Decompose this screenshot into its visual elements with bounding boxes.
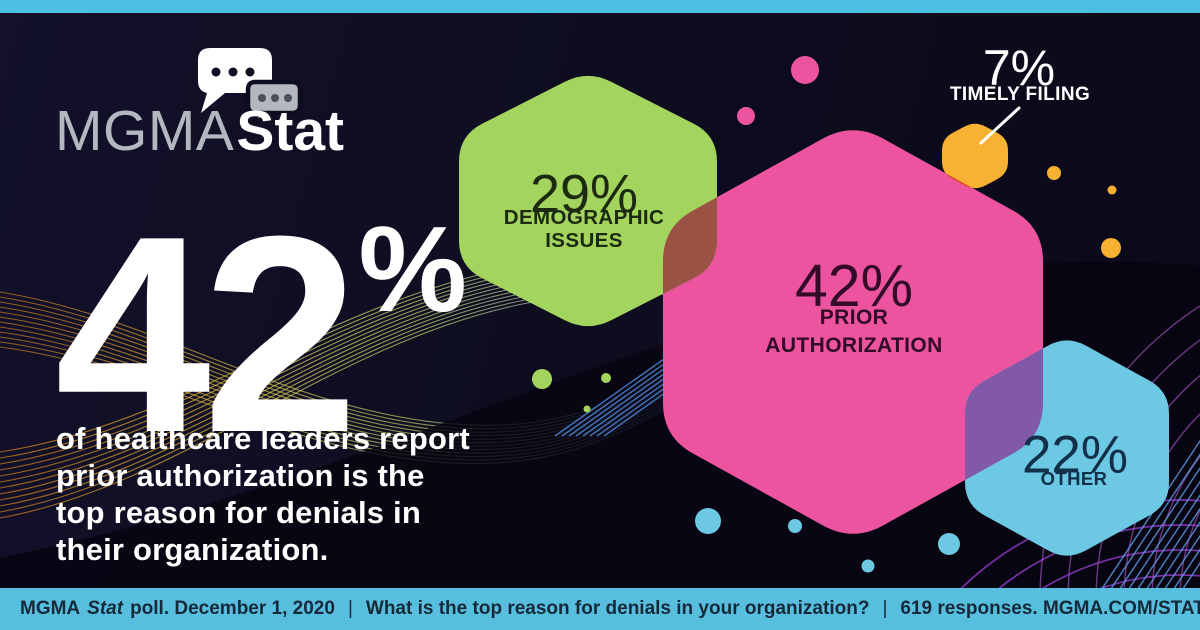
headline-percent-sign: % (358, 201, 467, 337)
demographic-label-line2: ISSUES (545, 229, 623, 252)
logo-brand: MGMA (55, 99, 235, 163)
footer-brand: MGMA (20, 598, 81, 619)
headline-description: of healthcare leaders report prior autho… (56, 420, 470, 568)
prior-auth-label-line2: AUTHORIZATION (765, 334, 943, 357)
other-label: OTHER (1040, 468, 1108, 489)
mgma-stat-logo: MGMAStat (55, 103, 344, 160)
footer-poll-date: poll. December 1, 2020 (130, 598, 335, 619)
demographic-value: 29% (529, 164, 639, 224)
footer-product: Stat (87, 598, 124, 619)
hexagon-shapes (459, 75, 1169, 556)
headline-stat: 42 % (55, 195, 467, 475)
timely-filing-value: 7% (982, 40, 1056, 96)
footer-question: What is the top reason for denials in yo… (365, 598, 870, 619)
footer-responses: 619 responses. MGMA.COM/STAT, #MGMASTAT (900, 598, 1200, 619)
footer-bar: MGMA Stat poll. December 1, 2020 | What … (0, 588, 1200, 630)
accent-dots (532, 56, 1121, 573)
desc-line: top reason for denials in (56, 495, 421, 530)
desc-line: their organization. (56, 532, 329, 567)
speech-bubbles-icon (198, 48, 303, 128)
desc-line: prior authorization is the (56, 458, 425, 493)
footer-text: MGMA Stat poll. December 1, 2020 | What … (20, 598, 1200, 620)
prior-auth-value: 42% (794, 253, 914, 319)
footer-separator: | (347, 598, 353, 619)
desc-line: of healthcare leaders report (56, 421, 470, 456)
headline-stat-value: 42 (55, 179, 358, 491)
prior-auth-label-line1: PRIOR (819, 306, 889, 329)
logo-product: Stat (236, 99, 345, 163)
top-accent-bar (0, 0, 1200, 13)
timely-filing-label: TIMELY FILING (949, 84, 1091, 105)
footer-separator: | (882, 598, 888, 619)
timely-filing-pointer-line (979, 106, 1021, 145)
other-value: 22% (1021, 425, 1129, 485)
demographic-label-line1: DEMOGRAPHIC (503, 206, 665, 229)
